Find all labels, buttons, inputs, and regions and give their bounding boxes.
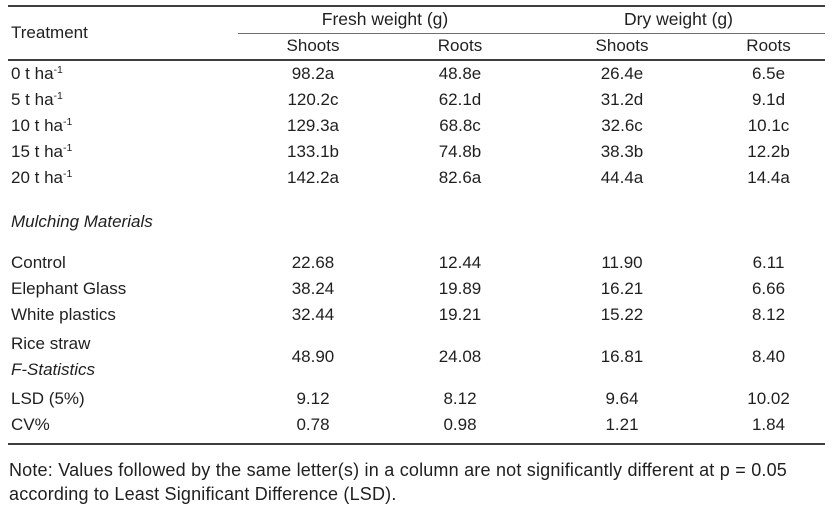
value-cell: 48.90 — [291, 347, 335, 366]
row-label: CV% — [11, 415, 50, 434]
value-cell: 16.21 — [600, 279, 644, 298]
value-cell: 38.3b — [600, 142, 644, 161]
row-label: 10 t ha-1 — [8, 113, 238, 139]
value-cell: 133.1b — [287, 142, 339, 161]
subheader-row: Shoots Roots Shoots Roots — [8, 32, 826, 61]
row-label: Elephant Glass — [11, 279, 127, 298]
spacer-cell — [8, 191, 825, 209]
value-cell: 10.1c — [747, 116, 790, 135]
value-cell: 22.68 — [291, 253, 335, 272]
row-label: 5 t ha-1 — [8, 87, 238, 113]
table-sheet: Treatment Fresh weight (g) Dry weight (g… — [8, 5, 826, 504]
value-cell: 48.8e — [438, 64, 482, 83]
value-cell: 16.81 — [600, 347, 644, 366]
fresh-weight-group-header: Fresh weight (g) — [321, 9, 449, 30]
value-cell: 38.24 — [291, 279, 335, 298]
superscript: -1 — [63, 142, 73, 154]
dry-weight-group-header: Dry weight (g) — [624, 9, 733, 30]
mulch-row: Elephant Glass 38.24 19.89 16.21 6.66 — [8, 276, 825, 302]
treatment-column-header: Treatment — [8, 6, 238, 61]
rice-fstat-row: Rice straw F-Statistics 48.90 24.08 16.8… — [8, 328, 825, 386]
value-cell: 1.84 — [751, 415, 786, 434]
value-cell: 129.3a — [287, 116, 339, 135]
spacer-cell — [8, 235, 825, 250]
value-cell: 62.1d — [438, 90, 482, 109]
value-cell: 68.8c — [439, 116, 481, 135]
treatment-row: 15 t ha-1 133.1b 74.8b 38.3b 12.2b — [8, 139, 825, 165]
row-label: Control — [11, 253, 66, 272]
subheader-roots-fresh: Roots — [388, 32, 532, 61]
superscript: -1 — [63, 116, 73, 128]
value-cell: 8.40 — [751, 347, 786, 366]
value-cell: 14.4a — [747, 168, 790, 187]
subheader-shoots-dry: Shoots — [532, 32, 712, 61]
value-cell: 74.8b — [438, 142, 482, 161]
row-label: Rice straw F-Statistics — [8, 328, 238, 386]
value-cell: 8.12 — [751, 305, 786, 324]
value-cell: 1.21 — [605, 415, 639, 434]
row-label: LSD (5%) — [11, 389, 85, 408]
row-label: 20 t ha-1 — [8, 165, 238, 191]
value-cell: 0.98 — [443, 415, 477, 434]
subheader-shoots-fresh: Shoots — [238, 32, 388, 61]
stat-row: LSD (5%) 9.12 8.12 9.64 10.02 — [8, 386, 825, 412]
value-cell: 32.6c — [601, 116, 643, 135]
treatment-rate-label: 15 t ha — [11, 142, 63, 161]
subheader-roots-dry: Roots — [712, 32, 826, 61]
value-cell: 19.89 — [438, 279, 482, 298]
table-note: Note: Values followed by the same letter… — [9, 460, 787, 504]
value-cell: 9.1d — [751, 90, 786, 109]
stat-row: CV% 0.78 0.98 1.21 1.84 — [8, 412, 825, 444]
value-cell: 26.4e — [600, 64, 644, 83]
value-cell: 9.12 — [296, 389, 330, 408]
mulch-row: Control 22.68 12.44 11.90 6.11 — [8, 250, 825, 276]
value-cell: 10.02 — [747, 389, 790, 408]
value-cell: 24.08 — [438, 347, 482, 366]
treatment-rate-label: 20 t ha — [11, 168, 63, 187]
value-cell: 82.6a — [438, 168, 482, 187]
table-body: 0 t ha-1 98.2a 48.8e 26.4e 6.5e 5 t ha-1… — [8, 60, 825, 444]
rice-straw-label: Rice straw — [11, 334, 91, 353]
treatment-row: 5 t ha-1 120.2c 62.1d 31.2d 9.1d — [8, 87, 825, 113]
superscript: -1 — [63, 168, 73, 180]
spacer-row — [8, 235, 825, 250]
row-label: White plastics — [11, 305, 116, 324]
table-header: Treatment Fresh weight (g) Dry weight (g… — [8, 6, 826, 61]
value-cell: 12.44 — [438, 253, 482, 272]
value-cell: 32.44 — [291, 305, 335, 324]
treatment-rate-label: 5 t ha — [11, 90, 54, 109]
group-header-row: Treatment Fresh weight (g) Dry weight (g… — [8, 6, 825, 61]
value-cell: 6.66 — [751, 279, 786, 298]
treatment-row: 0 t ha-1 98.2a 48.8e 26.4e 6.5e — [8, 60, 825, 87]
value-cell: 9.64 — [605, 389, 639, 408]
results-table: Treatment Fresh weight (g) Dry weight (g… — [8, 5, 826, 445]
row-label: 15 t ha-1 — [8, 139, 238, 165]
section-row: Mulching Materials — [8, 209, 825, 235]
mulch-row: White plastics 32.44 19.21 15.22 8.12 — [8, 302, 825, 328]
section-label: Mulching Materials — [11, 212, 153, 231]
treatment-rate-label: 0 t ha — [11, 64, 54, 83]
value-cell: 44.4a — [600, 168, 644, 187]
value-cell: 120.2c — [287, 90, 339, 109]
value-cell: 12.2b — [747, 142, 790, 161]
value-cell: 31.2d — [600, 90, 644, 109]
treatment-rate-label: 10 t ha — [11, 116, 63, 135]
treatment-row: 10 t ha-1 129.3a 68.8c 32.6c 10.1c — [8, 113, 825, 139]
superscript: -1 — [53, 64, 63, 76]
value-cell: 8.12 — [443, 389, 477, 408]
value-cell: 0.78 — [296, 415, 330, 434]
value-cell: 6.11 — [752, 253, 785, 272]
value-cell: 142.2a — [287, 168, 339, 187]
value-cell: 15.22 — [600, 305, 644, 324]
f-statistics-label: F-Statistics — [11, 360, 96, 379]
value-cell: 11.90 — [601, 253, 643, 272]
value-cell: 6.5e — [751, 64, 786, 83]
superscript: -1 — [53, 90, 63, 102]
treatment-row: 20 t ha-1 142.2a 82.6a 44.4a 14.4a — [8, 165, 825, 191]
spacer-row — [8, 191, 825, 209]
row-label: 0 t ha-1 — [8, 60, 238, 87]
value-cell: 19.21 — [438, 305, 482, 324]
value-cell: 98.2a — [291, 64, 335, 83]
